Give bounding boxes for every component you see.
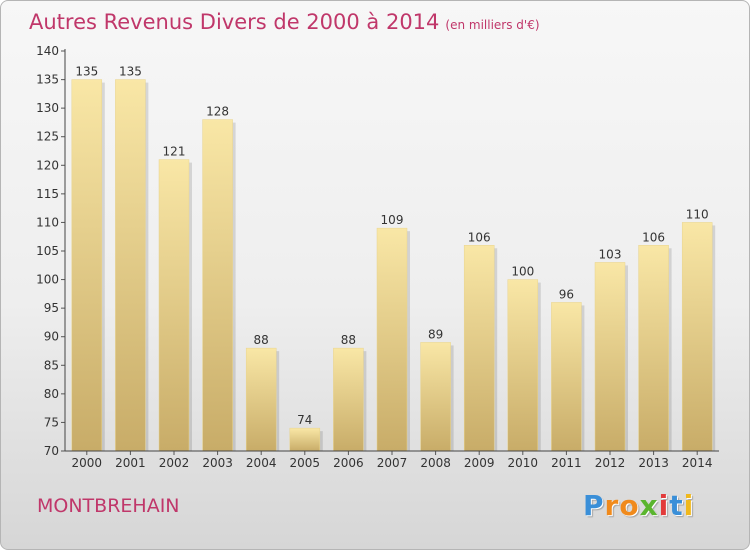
logo-letter: r <box>604 489 620 522</box>
bar-2006 <box>333 347 364 452</box>
data-label: 135 <box>119 65 142 79</box>
logo-letter: o <box>619 489 640 522</box>
x-axis-ticks: 2000 2001 2002 2003 2004 2005 2006 2007 2008 2009… <box>72 451 713 470</box>
x-tick-label: 2004 <box>246 456 277 470</box>
y-axis-ticks: 70 75 80 85 90 95 100 105 110 115 120 125 130 135 140 <box>36 44 65 458</box>
data-label: 89 <box>428 327 443 341</box>
data-label: 121 <box>163 145 186 159</box>
y-tick-label: 90 <box>44 330 59 344</box>
x-tick-label: 2009 <box>464 456 495 470</box>
x-tick-label: 2014 <box>682 456 713 470</box>
y-tick-label: 135 <box>36 73 59 87</box>
x-tick-label: 2001 <box>115 456 146 470</box>
x-tick-label: 2006 <box>333 456 364 470</box>
bar-2003 <box>202 119 233 452</box>
y-tick-label: 130 <box>36 101 59 115</box>
bar-2011 <box>551 302 582 452</box>
bar-2014 <box>681 222 713 452</box>
bar-2000 <box>71 79 103 452</box>
logo-letter: P <box>583 489 605 522</box>
y-tick-label: 120 <box>36 158 59 172</box>
data-label: 74 <box>297 413 312 427</box>
x-tick-label: 2002 <box>159 456 190 470</box>
chart-title-unit: (en milliers d'€) <box>445 18 540 32</box>
logo-letter: i <box>683 489 695 522</box>
bar-2008 <box>420 342 451 452</box>
y-tick-label: 70 <box>44 444 59 458</box>
bar-2013 <box>638 245 669 452</box>
bar-2005 <box>289 427 321 452</box>
y-tick-label: 105 <box>36 244 59 258</box>
y-tick-label: 75 <box>44 415 59 429</box>
data-label: 88 <box>254 333 269 347</box>
bar-2012 <box>594 262 626 452</box>
x-tick-label: 2012 <box>595 456 626 470</box>
x-tick-label: 2011 <box>551 456 582 470</box>
y-tick-label: 110 <box>36 215 59 229</box>
x-tick-label: 2003 <box>202 456 233 470</box>
y-tick-label: 100 <box>36 273 59 287</box>
y-tick-label: 85 <box>44 358 59 372</box>
y-tick-label: 95 <box>44 301 59 315</box>
data-label: 88 <box>341 333 356 347</box>
data-label: 110 <box>686 207 709 221</box>
y-tick-label: 80 <box>44 387 59 401</box>
logo-letter: i <box>658 489 670 522</box>
chart-title: Autres Revenus Divers de 2000 à 2014 (en … <box>29 10 540 34</box>
x-tick-label: 2008 <box>420 456 451 470</box>
y-tick-label: 140 <box>36 44 59 58</box>
data-label: 109 <box>381 213 404 227</box>
x-tick-label: 2013 <box>638 456 669 470</box>
logo-letter: x <box>639 489 659 522</box>
x-tick-label: 2007 <box>377 456 408 470</box>
logo-letter: t <box>669 489 684 522</box>
proxiti-logo: Proxiti <box>583 489 694 522</box>
bar-2009 <box>463 245 495 452</box>
data-label: 96 <box>559 287 574 301</box>
bar-2007 <box>376 227 408 452</box>
bar-2001 <box>115 79 146 452</box>
data-label: 128 <box>206 105 229 119</box>
chart-title-main: Autres Revenus Divers de 2000 à 2014 <box>29 10 440 34</box>
data-label: 103 <box>599 247 622 261</box>
place-label: MONTBREHAIN <box>37 495 180 517</box>
y-tick-label: 125 <box>36 130 59 144</box>
bar-2010 <box>507 279 539 452</box>
data-label: 106 <box>642 230 665 244</box>
data-label: 135 <box>75 65 98 79</box>
x-tick-label: 2000 <box>72 456 103 470</box>
data-label: 100 <box>511 265 534 279</box>
data-label: 106 <box>468 230 491 244</box>
x-tick-label: 2005 <box>290 456 321 470</box>
y-tick-label: 115 <box>36 187 59 201</box>
bar-2002 <box>158 159 190 452</box>
bar-2004 <box>245 347 277 452</box>
bars-group: 135 135 121 128 88 74 88 109 89 106 100 96 103 106 110 <box>71 65 716 452</box>
x-tick-label: 2010 <box>508 456 539 470</box>
